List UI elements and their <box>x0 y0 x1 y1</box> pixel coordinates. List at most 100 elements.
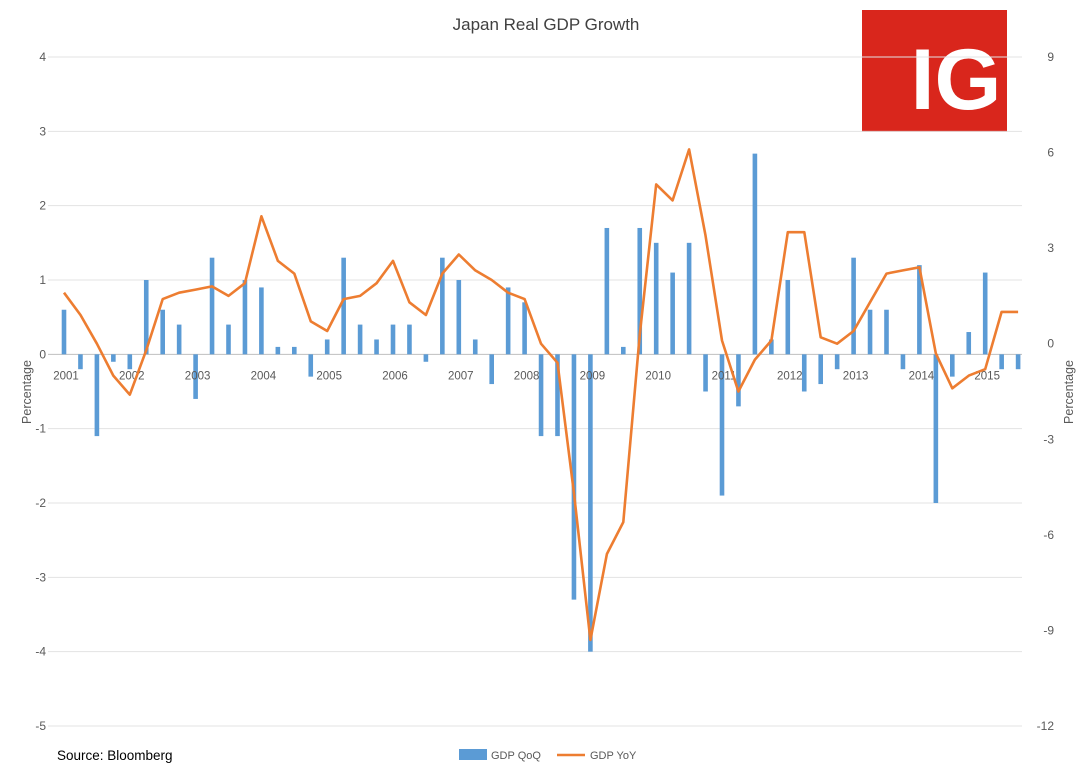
gdp-qoq-bar <box>653 242 659 355</box>
right-tick-label: 0 <box>1047 337 1054 351</box>
gdp-qoq-bar <box>571 354 577 600</box>
left-axis-label: Percentage <box>20 360 34 424</box>
gdp-qoq-bar <box>209 257 215 355</box>
right-tick-label: -12 <box>1037 719 1055 733</box>
legend: GDP QoQ GDP YoY <box>459 749 637 762</box>
left-tick-label: 0 <box>39 347 46 361</box>
gdp-qoq-bar <box>719 354 725 496</box>
left-tick-label: -1 <box>35 422 46 436</box>
gdp-qoq-bar <box>308 354 314 377</box>
right-axis-ticks: 9 6 3 0 -3 -6 -9 -12 <box>1037 50 1055 733</box>
gdp-qoq-bar <box>423 354 429 362</box>
right-tick-label: -3 <box>1043 432 1054 446</box>
gdp-qoq-bar <box>390 324 396 355</box>
gdp-qoq-bar <box>999 354 1004 370</box>
gdp-qoq-bar <box>292 346 297 355</box>
gdp-qoq-bar <box>950 354 955 377</box>
gdp-qoq-bar <box>111 354 116 362</box>
gdp-qoq-bar <box>407 324 412 355</box>
left-tick-label: 2 <box>39 199 46 213</box>
gdp-yoy-line <box>62 148 1019 642</box>
year-label: 2014 <box>909 370 935 382</box>
right-tick-label: 6 <box>1047 146 1054 160</box>
gdp-qoq-bar <box>966 332 972 355</box>
year-label: 2004 <box>251 370 277 382</box>
gdp-qoq-bar <box>555 354 560 437</box>
logo-background <box>862 10 1007 132</box>
left-tick-label: -2 <box>35 496 46 510</box>
year-label: 2006 <box>382 370 408 382</box>
left-tick-label: -3 <box>35 570 46 584</box>
gdp-qoq-bar <box>867 309 873 355</box>
gridlines <box>48 56 1022 727</box>
gdp-qoq-bar <box>357 324 363 355</box>
gdp-qoq-bar <box>522 302 527 355</box>
gdp-qoq-bar <box>637 227 643 355</box>
gdp-qoq-bar <box>818 354 823 385</box>
right-axis-label: Percentage <box>1062 360 1076 424</box>
gdp-qoq-bar <box>275 346 281 355</box>
left-tick-label: 4 <box>39 50 46 64</box>
left-tick-label: -4 <box>35 645 46 659</box>
gdp-qoq-bar <box>588 354 593 652</box>
year-label: 2005 <box>316 370 342 382</box>
year-label: 2008 <box>514 370 540 382</box>
gdp-qoq-bar <box>242 280 248 355</box>
year-labels: 2001 2002 2003 2004 2005 2006 2007 2008 2009 2010… <box>53 370 1000 382</box>
gdp-qoq-bar <box>670 272 675 355</box>
year-label: 2002 <box>119 370 145 382</box>
right-tick-label: -6 <box>1043 528 1054 542</box>
gdp-qoq-bar <box>160 309 165 355</box>
gdp-qoq-bar <box>456 280 462 355</box>
gdp-qoq-bar <box>933 354 939 503</box>
year-label: 2015 <box>974 370 1000 382</box>
gdp-qoq-bar <box>505 287 511 355</box>
gdp-qoq-bar <box>259 287 264 355</box>
gdp-qoq-bar <box>127 354 133 370</box>
gdp-qoq-bar <box>752 153 758 355</box>
gdp-qoq-bar <box>703 354 708 392</box>
gdp-qoq-bars <box>61 153 1021 652</box>
gdp-qoq-bar <box>374 339 379 355</box>
gdp-qoq-bar <box>176 324 182 355</box>
gdp-qoq-bar <box>193 354 198 399</box>
right-tick-label: 3 <box>1047 241 1054 255</box>
gdp-qoq-bar <box>851 257 856 355</box>
year-label: 2013 <box>843 370 869 382</box>
gdp-qoq-bar <box>324 339 330 355</box>
year-label: 2012 <box>777 370 803 382</box>
gdp-qoq-bar <box>440 257 445 355</box>
left-tick-label: 1 <box>39 273 46 287</box>
gdp-qoq-bar <box>769 339 774 355</box>
gdp-qoq-bar <box>538 354 544 437</box>
gdp-qoq-bar <box>621 346 626 355</box>
year-label: 2010 <box>645 370 671 382</box>
logo: IG <box>862 10 1007 132</box>
year-label: 2001 <box>53 370 79 382</box>
gdp-qoq-bar <box>785 280 791 355</box>
gdp-qoq-bar <box>341 257 346 355</box>
gdp-qoq-bar <box>472 339 478 355</box>
year-label: 2003 <box>185 370 211 382</box>
legend-label-yoy: GDP YoY <box>590 750 637 762</box>
gdp-qoq-bar <box>78 354 83 370</box>
logo-text: IG <box>911 32 1002 128</box>
left-tick-label: 3 <box>39 124 46 138</box>
year-label: 2011 <box>712 370 737 382</box>
left-axis-ticks: 4 3 2 1 0 -1 -2 -3 -4 -5 <box>35 50 46 733</box>
left-tick-label: -5 <box>35 719 46 733</box>
year-label: 2007 <box>448 370 474 382</box>
right-tick-label: -9 <box>1043 623 1054 637</box>
year-label: 2009 <box>580 370 606 382</box>
gdp-qoq-bar <box>736 354 741 407</box>
gdp-qoq-bar <box>226 324 231 355</box>
gdp-qoq-bar <box>604 227 610 355</box>
gdp-qoq-bar <box>982 272 988 355</box>
gdp-qoq-bar <box>917 265 922 355</box>
source-note: Source: Bloomberg <box>57 748 173 763</box>
gdp-qoq-bar <box>1015 354 1021 370</box>
gdp-qoq-bar <box>61 309 67 355</box>
legend-label-qoq: GDP QoQ <box>491 750 541 762</box>
gdp-qoq-bar <box>143 280 149 355</box>
